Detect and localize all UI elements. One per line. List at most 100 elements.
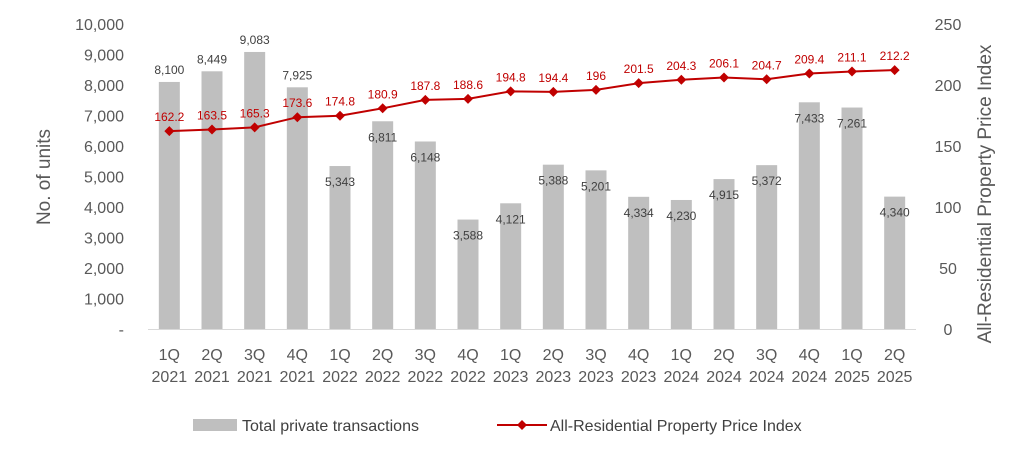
- bar-series: [158, 51, 906, 330]
- line-marker: [633, 78, 644, 89]
- line-data-label: 188.6: [453, 78, 483, 92]
- line-data-label: 206.1: [709, 57, 739, 71]
- left-tick-label: 10,000: [75, 17, 124, 34]
- bar-data-label: 7,433: [794, 111, 824, 125]
- line-data-label: 194.4: [538, 71, 568, 85]
- left-tick-label: 4,000: [84, 200, 124, 217]
- line-marker: [548, 86, 559, 97]
- bar: [585, 170, 607, 329]
- line-marker: [889, 65, 900, 76]
- line-series: [164, 65, 900, 137]
- bar-data-label: 6,148: [410, 150, 440, 164]
- left-tick-label: 2,000: [84, 261, 124, 278]
- right-tick-label: 200: [935, 78, 962, 95]
- line-data-label: 204.3: [666, 59, 696, 73]
- line-marker: [377, 103, 388, 114]
- x-tick-label: 4Q 2023: [621, 347, 657, 386]
- line-marker: [505, 86, 516, 97]
- left-tick-label: -: [119, 322, 124, 339]
- bar-data-label: 4,915: [709, 188, 739, 202]
- legend-line-marker: [517, 420, 527, 430]
- right-tick-label: 250: [935, 17, 962, 34]
- bar: [713, 179, 735, 329]
- x-tick-label: 2Q 2022: [365, 347, 401, 386]
- line-data-labels: 162.2 163.5 165.3 173.6 174.8 180.9 187.8 188.6…: [154, 49, 910, 124]
- bar-data-label: 3,588: [453, 229, 483, 243]
- x-tick-label: 2Q 2024: [706, 347, 742, 386]
- bar: [542, 164, 564, 329]
- bar-data-label: 5,388: [538, 174, 568, 188]
- left-tick-label: 3,000: [84, 231, 124, 248]
- left-tick-label: 5,000: [84, 170, 124, 187]
- bar-data-label: 4,340: [880, 206, 910, 220]
- bar: [756, 165, 778, 329]
- line-data-label: 196: [586, 69, 606, 83]
- x-tick-label: 2Q 2023: [536, 347, 572, 386]
- line-data-label: 211.1: [837, 50, 866, 64]
- bar: [414, 141, 436, 329]
- bar: [329, 166, 351, 329]
- line-data-label: 204.7: [752, 58, 782, 72]
- x-tick-label: 3Q 2023: [578, 347, 614, 386]
- bar: [201, 71, 223, 330]
- line-data-label: 201.5: [624, 62, 654, 76]
- x-tick-label: 1Q 2022: [322, 347, 358, 386]
- line-marker: [249, 122, 260, 133]
- line-data-label: 162.2: [154, 110, 184, 124]
- line-marker: [847, 66, 857, 77]
- x-tick-label: 2Q 2021: [194, 347, 230, 386]
- line-marker: [207, 124, 217, 135]
- line-marker: [591, 84, 601, 95]
- line-data-label: 180.9: [368, 87, 398, 101]
- left-tick-label: 7,000: [84, 109, 124, 126]
- legend-line-label: All-Residential Property Price Index: [550, 418, 802, 435]
- line-data-label: 209.4: [794, 53, 824, 67]
- right-tick-label: 50: [939, 261, 957, 278]
- bar-data-label: 4,334: [624, 206, 654, 220]
- bar-data-label: 5,201: [581, 179, 611, 193]
- x-tick-label: 4Q 2021: [280, 347, 316, 386]
- line-marker: [420, 94, 431, 105]
- bar-data-labels: 8,100 8,449 9,083 7,925 5,343 6,811 6,148 3,588…: [154, 33, 910, 243]
- bar-data-label: 4,121: [496, 212, 526, 226]
- bar: [286, 87, 308, 329]
- bar-data-label: 4,230: [666, 209, 696, 223]
- bar-data-label: 9,083: [240, 33, 270, 47]
- left-axis-title: No. of units: [34, 129, 55, 225]
- bar: [372, 121, 394, 330]
- x-tick-label: 3Q 2021: [237, 347, 273, 386]
- right-tick-label: 150: [935, 139, 962, 156]
- right-axis-title: All-Residential Property Price Index: [975, 44, 996, 343]
- left-tick-label: 1,000: [84, 292, 124, 309]
- legend-bar-label: Total private transactions: [242, 418, 419, 435]
- right-axis-ticks: 0 50 100 150 200 250: [935, 17, 962, 339]
- right-tick-label: 100: [935, 200, 962, 217]
- x-tick-label: 1Q 2023: [493, 347, 529, 386]
- bar: [841, 107, 863, 330]
- left-tick-label: 9,000: [84, 48, 124, 65]
- bar: [457, 219, 479, 329]
- bar-data-label: 6,811: [368, 130, 397, 144]
- line-data-label: 194.8: [496, 70, 526, 84]
- line-data-label: 163.5: [197, 109, 227, 123]
- x-tick-label: 4Q 2024: [792, 347, 828, 386]
- line-marker: [335, 110, 345, 121]
- line-marker: [463, 93, 473, 104]
- x-tick-label: 1Q 2024: [664, 347, 700, 386]
- x-tick-label: 1Q 2021: [152, 347, 188, 386]
- x-tick-label: 3Q 2024: [749, 347, 785, 386]
- line-data-label: 165.3: [240, 106, 270, 120]
- x-tick-label: 1Q 2025: [834, 347, 870, 386]
- bar-data-label: 5,343: [325, 175, 355, 189]
- line-marker: [804, 68, 815, 79]
- bar: [158, 81, 180, 329]
- x-tick-label: 3Q 2022: [408, 347, 444, 386]
- bar: [244, 51, 266, 329]
- bar: [628, 196, 650, 329]
- bar: [670, 199, 692, 329]
- right-tick-label: 0: [944, 322, 953, 339]
- left-tick-label: 8,000: [84, 78, 124, 95]
- bar-data-label: 5,372: [752, 174, 782, 188]
